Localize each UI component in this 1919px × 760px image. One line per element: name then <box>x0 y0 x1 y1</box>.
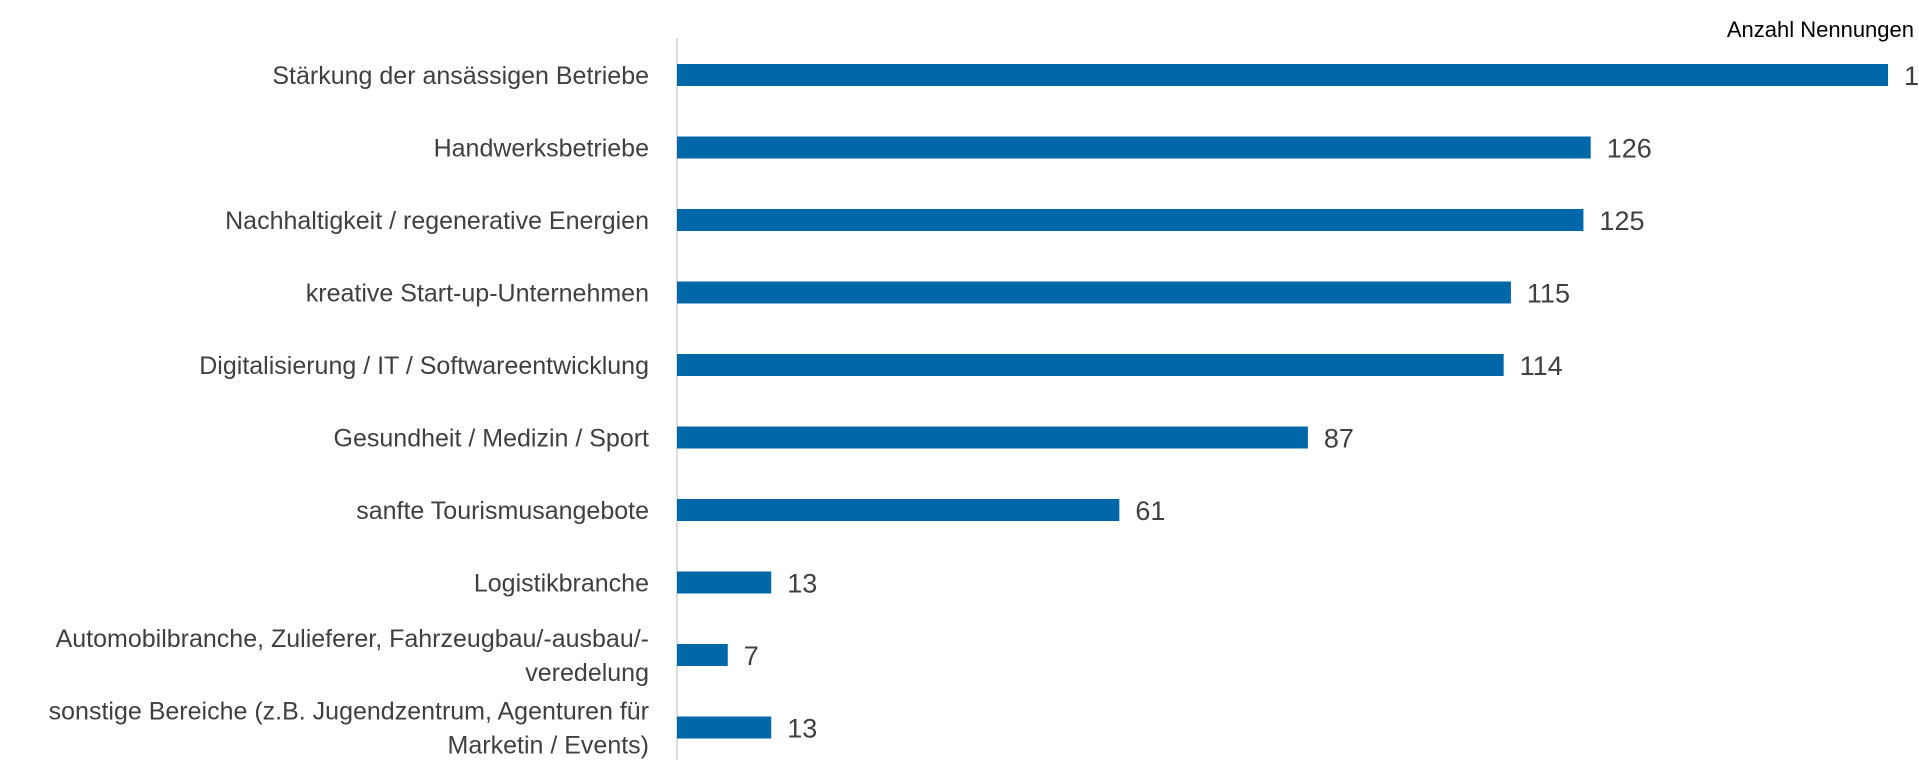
bar <box>677 571 772 594</box>
category-label: veredelung <box>525 659 649 687</box>
value-label: 167 <box>1904 61 1919 91</box>
value-label: 115 <box>1527 279 1570 309</box>
value-label: 125 <box>1599 206 1644 236</box>
category-label: sonstige Bereiche (z.B. Jugendzentrum, A… <box>49 698 649 726</box>
bars-group: 167 Stärkung der ansässigen Betriebe 126 Ha… <box>49 61 1919 760</box>
category-label: Handwerksbetriebe <box>434 135 649 163</box>
bar <box>677 426 1308 449</box>
value-label: 126 <box>1607 134 1652 164</box>
category-label: Gesundheit / Medizin / Sport <box>334 425 649 453</box>
category-label: Automobilbranche, Zulieferer, Fahrzeugba… <box>56 625 649 653</box>
category-label: Logistikbranche <box>474 570 649 598</box>
unit-label: Anzahl Nennungen <box>1727 17 1914 42</box>
value-label: 114 <box>1520 351 1563 381</box>
bar <box>677 136 1591 159</box>
value-label: 13 <box>787 714 817 744</box>
category-label: Nachhaltigkeit / regenerative Energien <box>225 207 649 235</box>
value-label: 87 <box>1324 424 1354 454</box>
category-label: Stärkung der ansässigen Betriebe <box>272 62 649 90</box>
bar <box>677 716 772 739</box>
bar <box>677 281 1511 304</box>
bar <box>677 354 1504 376</box>
value-label: 61 <box>1135 496 1165 526</box>
value-label: 13 <box>787 569 817 599</box>
category-label: sanfte Tourismusangebote <box>356 497 649 525</box>
category-label: Marketin / Events) <box>448 732 649 760</box>
bar <box>677 209 1584 231</box>
category-label: Digitalisierung / IT / Softwareentwicklu… <box>199 352 649 380</box>
bar <box>677 64 1888 86</box>
bar <box>677 499 1120 521</box>
value-label: 7 <box>744 641 759 671</box>
bar <box>677 644 728 666</box>
category-label: kreative Start-up-Unternehmen <box>306 280 649 308</box>
